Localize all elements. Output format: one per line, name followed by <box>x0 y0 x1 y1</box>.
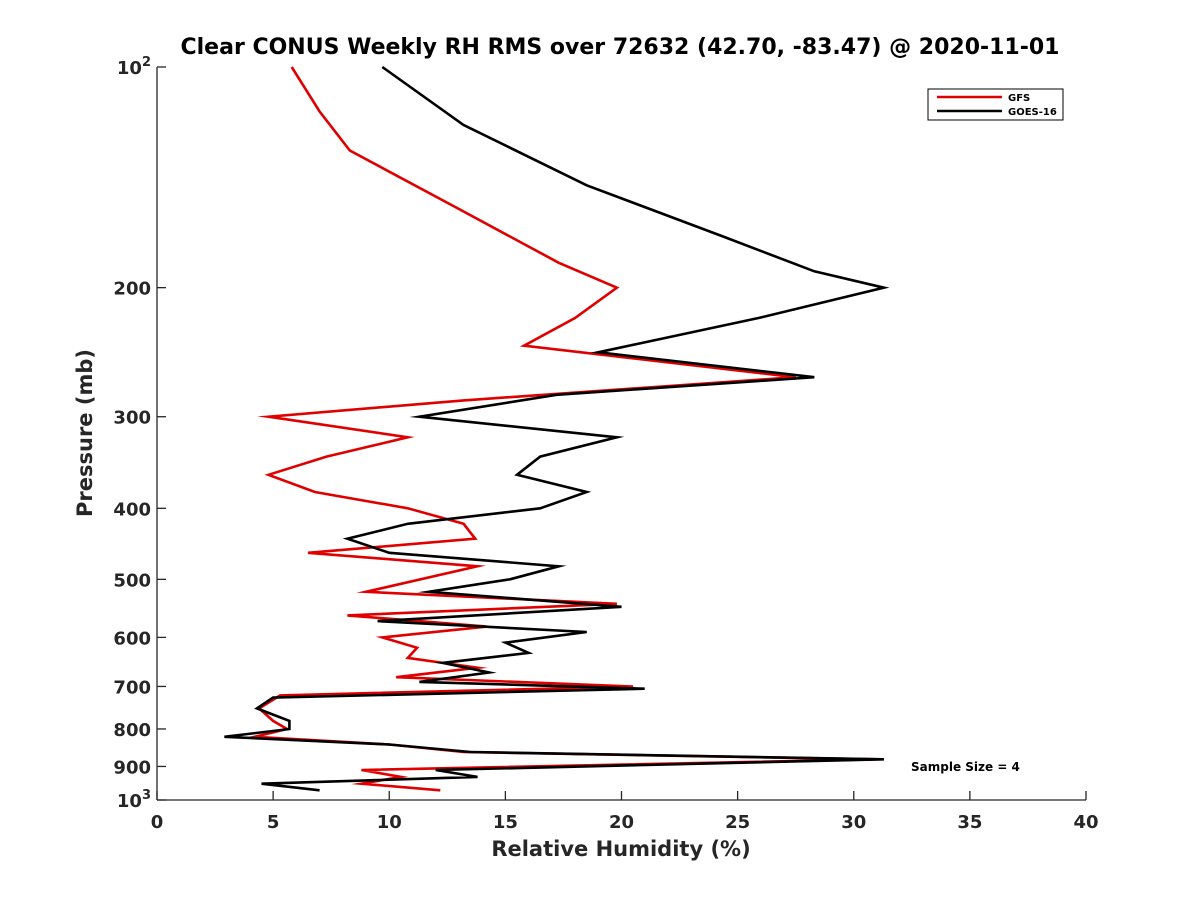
y-tick-label: 900 <box>113 757 151 778</box>
x-tick-label: 40 <box>1073 812 1098 833</box>
y-tick-label: 700 <box>113 677 151 698</box>
x-tick-label: 0 <box>151 812 164 833</box>
x-tick-label: 25 <box>725 812 750 833</box>
x-tick-label: 10 <box>377 812 402 833</box>
x-axis-ticks: 0 5 10 15 20 25 30 35 40 <box>151 791 1099 833</box>
legend-label-gfs: GFS <box>1008 93 1030 104</box>
y-tick-label: 300 <box>113 408 151 429</box>
x-tick-label: 5 <box>267 812 280 833</box>
y-tick-label: 200 <box>113 279 151 300</box>
series-layer <box>224 65 890 792</box>
y-tick-label: 400 <box>113 499 151 520</box>
y-tick-label-exponent: 2 <box>142 55 151 70</box>
y-tick-label: 800 <box>113 720 151 741</box>
y-tick-label: 103 <box>117 788 151 812</box>
y-tick-label-exponent: 3 <box>142 788 151 803</box>
plot-area <box>157 67 1086 800</box>
x-tick-label: 15 <box>493 812 518 833</box>
y-tick-label: 500 <box>113 570 151 591</box>
legend: GFS GOES-16 <box>927 88 1064 121</box>
chart-title: Clear CONUS Weekly RH RMS over 72632 (42… <box>181 35 1060 60</box>
y-tick-label-base: 10 <box>117 58 142 79</box>
x-tick-label: 35 <box>957 812 982 833</box>
y-tick-label: 102 <box>117 55 151 79</box>
x-tick-label: 20 <box>609 812 634 833</box>
y-tick-label: 600 <box>113 628 151 649</box>
x-tick-label: 30 <box>841 812 866 833</box>
y-tick-label-base: 10 <box>117 791 142 812</box>
series-line-goes-16 <box>224 65 890 792</box>
legend-box <box>927 88 1064 121</box>
y-axis-label: Pressure (mb) <box>73 349 97 517</box>
sample-size-annotation: Sample Size = 4 <box>911 760 1020 774</box>
legend-label-goes16: GOES-16 <box>1008 107 1057 118</box>
x-axis-label: Relative Humidity (%) <box>491 837 750 861</box>
